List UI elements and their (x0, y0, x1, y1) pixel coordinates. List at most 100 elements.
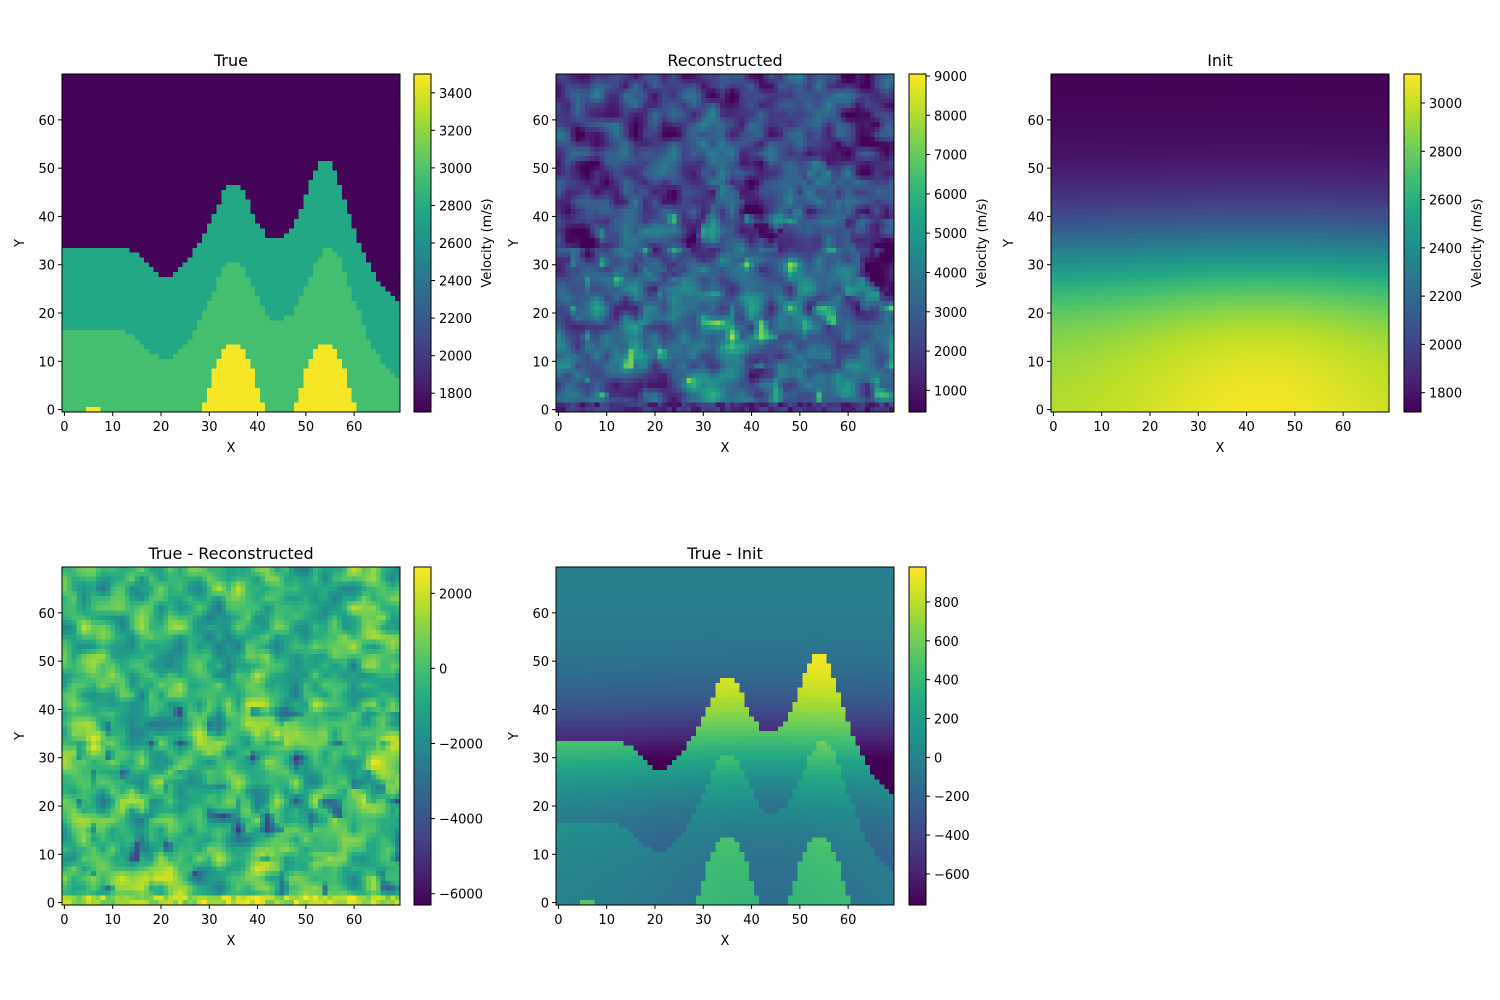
heatmap-cell (381, 84, 386, 89)
heatmap-cell (149, 74, 154, 79)
heatmap-cell (207, 219, 212, 224)
heatmap-cell (197, 190, 202, 195)
heatmap-cell (188, 320, 193, 325)
heatmap-cell (386, 161, 391, 166)
heatmap-cell (81, 267, 86, 272)
heatmap-cell (197, 388, 202, 393)
heatmap-cell (381, 248, 386, 253)
heatmap-cell (173, 229, 178, 234)
heatmap-cell (361, 200, 366, 205)
heatmap-cell (149, 248, 154, 253)
heatmap-cell (270, 180, 275, 185)
heatmap-cell (294, 142, 299, 147)
heatmap-cell (231, 282, 236, 287)
heatmap-cell (371, 88, 376, 93)
heatmap-cell (323, 122, 328, 127)
heatmap-cell (299, 190, 304, 195)
heatmap-cell (154, 190, 159, 195)
heatmap-cell (173, 330, 178, 335)
heatmap-cell (270, 84, 275, 89)
heatmap-cell (120, 359, 125, 364)
heatmap-cell (270, 122, 275, 127)
heatmap-cell (120, 151, 125, 156)
heatmap-cell (313, 267, 318, 272)
heatmap-cell (279, 364, 284, 369)
heatmap-cell (81, 373, 86, 378)
heatmap-cell (207, 402, 212, 407)
heatmap-cell (361, 142, 366, 147)
heatmap-cell (226, 132, 231, 137)
heatmap-cell (299, 146, 304, 151)
heatmap-cell (144, 272, 149, 277)
heatmap-cell (76, 229, 81, 234)
heatmap-cell (255, 122, 260, 127)
heatmap-cell (72, 151, 77, 156)
heatmap-cell (323, 127, 328, 132)
heatmap-cell (110, 146, 115, 151)
heatmap-cell (265, 233, 270, 238)
heatmap-cell (294, 74, 299, 79)
heatmap-cell (308, 127, 313, 132)
heatmap-cell (192, 190, 197, 195)
heatmap-cell (144, 349, 149, 354)
heatmap-cell (168, 388, 173, 393)
heatmap-cell (347, 306, 352, 311)
heatmap-cell (236, 257, 241, 262)
heatmap-cell (328, 171, 333, 176)
heatmap-cell (154, 137, 159, 142)
heatmap-cell (86, 224, 91, 229)
heatmap-cell (332, 113, 337, 118)
heatmap-cell (62, 180, 67, 185)
heatmap-cell (62, 161, 67, 166)
heatmap-cell (337, 330, 342, 335)
heatmap-cell (221, 84, 226, 89)
heatmap-cell (357, 146, 362, 151)
heatmap-cell (386, 393, 391, 398)
heatmap-cell (294, 84, 299, 89)
heatmap-cell (105, 142, 110, 147)
heatmap-cell (149, 84, 154, 89)
heatmap-cell (313, 127, 318, 132)
heatmap-cell (245, 156, 250, 161)
heatmap-cell (265, 311, 270, 316)
heatmap-cell (250, 282, 255, 287)
heatmap-cell (62, 156, 67, 161)
heatmap-cell (245, 180, 250, 185)
heatmap-cell (303, 146, 308, 151)
heatmap-cell (274, 364, 279, 369)
heatmap-cell (323, 113, 328, 118)
heatmap-cell (173, 151, 178, 156)
heatmap-cell (241, 267, 246, 272)
heatmap-cell (81, 311, 86, 316)
heatmap-cell (371, 190, 376, 195)
heatmap-cell (105, 248, 110, 253)
heatmap-cell (386, 171, 391, 176)
heatmap-cell (134, 233, 139, 238)
heatmap-cell (347, 243, 352, 248)
heatmap-cell (168, 238, 173, 243)
heatmap-cell (342, 301, 347, 306)
heatmap-cell (250, 113, 255, 118)
heatmap-cell (250, 257, 255, 262)
heatmap-cell (260, 93, 265, 98)
heatmap-cell (86, 359, 91, 364)
heatmap-cell (115, 132, 120, 137)
heatmap-cell (197, 229, 202, 234)
heatmap-cell (144, 277, 149, 282)
heatmap-cell (163, 190, 168, 195)
heatmap-cell (144, 127, 149, 132)
heatmap-cell (96, 335, 101, 340)
heatmap-cell (308, 88, 313, 93)
heatmap-cell (352, 161, 357, 166)
heatmap-cell (347, 291, 352, 296)
heatmap-cell (328, 142, 333, 147)
heatmap-cell (144, 98, 149, 103)
heatmap-cell (342, 113, 347, 118)
heatmap-cell (178, 262, 183, 267)
heatmap-cell (149, 291, 154, 296)
heatmap-cell (308, 311, 313, 316)
heatmap-cell (366, 330, 371, 335)
heatmap-cell (76, 257, 81, 262)
heatmap-cell (332, 185, 337, 190)
heatmap-cell (328, 383, 333, 388)
